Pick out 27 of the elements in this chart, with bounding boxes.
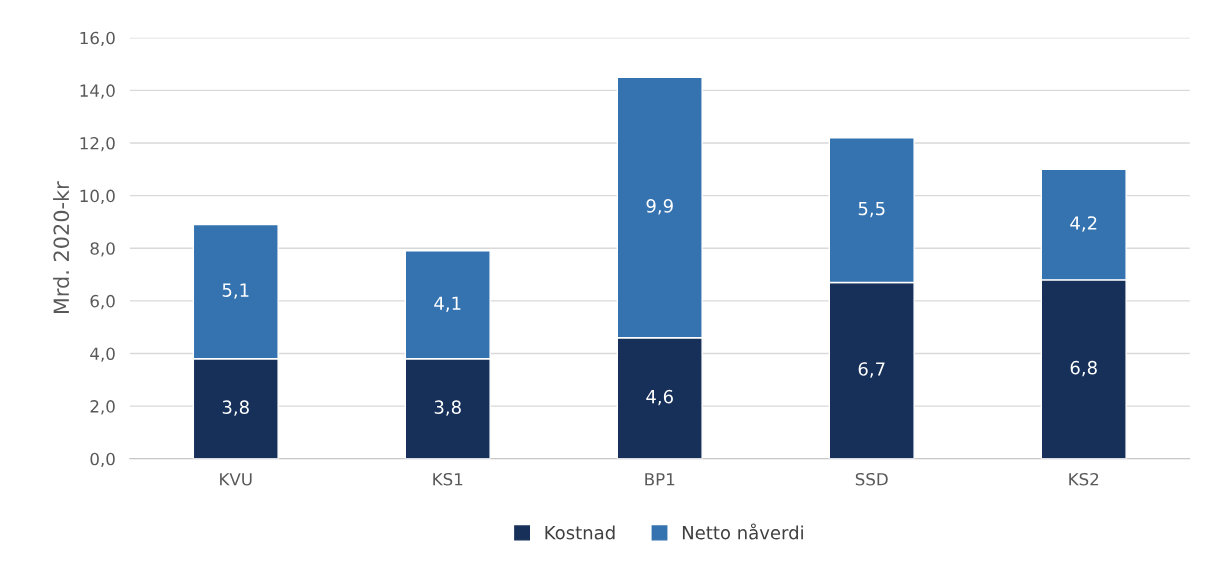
data-label: 6,7 bbox=[858, 362, 885, 378]
data-label: 4,2 bbox=[1070, 216, 1097, 232]
legend-label: Netto nåverdi bbox=[682, 523, 803, 540]
data-label: 9,9 bbox=[646, 199, 673, 215]
x-tick-label: BP1 bbox=[645, 473, 675, 486]
legend-label: Kostnad bbox=[545, 525, 615, 540]
y-tick-label: 16,0 bbox=[80, 31, 115, 47]
y-tick-label: 14,0 bbox=[80, 84, 115, 99]
data-label: 5,5 bbox=[858, 201, 885, 218]
x-tick-label: KS2 bbox=[1069, 472, 1099, 486]
y-tick-label: 6,0 bbox=[90, 294, 115, 310]
y-axis-title: Mrd. 2020-kr bbox=[53, 181, 70, 314]
data-label: 3,8 bbox=[222, 400, 249, 416]
y-tick-label: 8,0 bbox=[90, 242, 115, 257]
x-tick-label: KS1 bbox=[433, 472, 463, 486]
data-label: 3,8 bbox=[434, 400, 461, 416]
data-label: 4,1 bbox=[434, 296, 461, 312]
x-tick-label: KVU bbox=[220, 473, 252, 486]
y-tick-label: 4,0 bbox=[90, 347, 115, 362]
data-label: 6,8 bbox=[1070, 360, 1097, 377]
y-tick-label: 0,0 bbox=[90, 452, 115, 468]
x-tick-label: SSD bbox=[855, 472, 888, 486]
data-label: 5,1 bbox=[222, 283, 249, 299]
y-tick-label: 2,0 bbox=[90, 400, 115, 415]
y-tick-label: 12,0 bbox=[80, 136, 115, 152]
y-tick-label: 10,0 bbox=[80, 189, 115, 204]
data-label: 4,6 bbox=[646, 389, 673, 406]
